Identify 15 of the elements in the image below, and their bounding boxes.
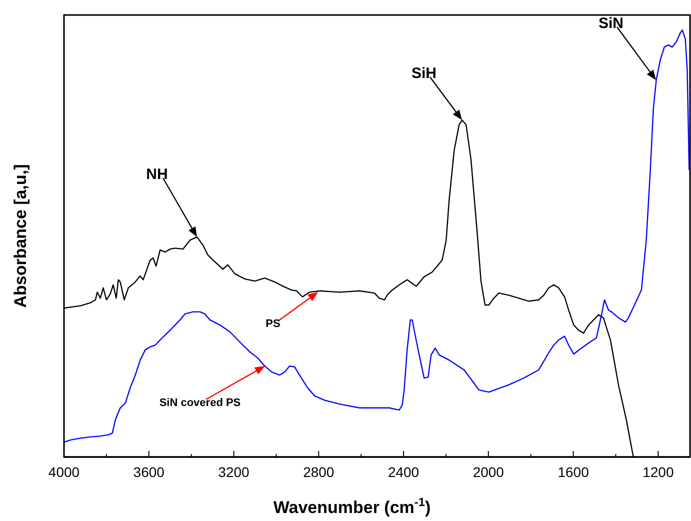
x-tick-label: 4000 — [48, 464, 80, 480]
y-axis-title: Absorbance [a,u,] — [11, 164, 30, 308]
x-tick-label: 2400 — [388, 464, 420, 480]
x-tick-label: 2000 — [472, 464, 504, 480]
x-tick-label: 3600 — [133, 464, 165, 480]
x-tick-label: 3200 — [218, 464, 250, 480]
x-tick-label: 2800 — [303, 464, 334, 480]
annotation: SiN covered PS — [159, 397, 241, 409]
x-tick-label: 1600 — [558, 464, 590, 480]
annotation: PS — [266, 318, 280, 330]
x-axis-title: Wavenumber (cm$^{-1}$) — [273, 495, 431, 517]
annotation: NH — [146, 166, 168, 183]
annotation: SiN — [598, 15, 624, 32]
x-tick-label: 1200 — [642, 464, 674, 480]
annotation: SiH — [411, 65, 437, 82]
